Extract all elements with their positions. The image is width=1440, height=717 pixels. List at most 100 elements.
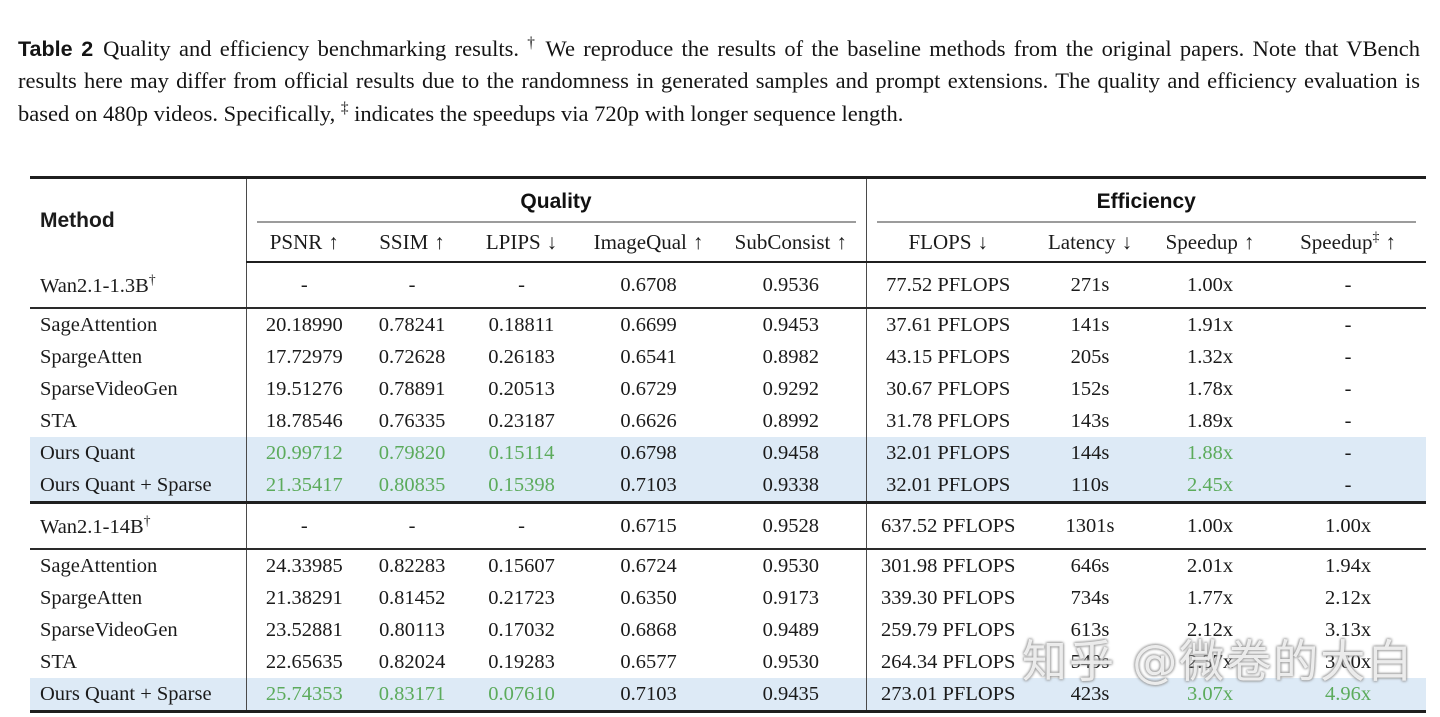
value-cell: 0.23187: [488, 409, 555, 432]
value-cell: 32.01 PFLOPS: [865, 469, 1030, 504]
method-cell: SpargeAtten: [40, 586, 143, 609]
value-cell: 1.00x: [1150, 262, 1270, 309]
up-arrow-icon: ↑: [836, 230, 847, 254]
value-cell: 110s: [1030, 469, 1150, 504]
value-cell: 1.94x: [1324, 554, 1372, 577]
method-cell: Ours Quant + Sparse: [30, 469, 246, 504]
value-cell: 0.82024: [378, 650, 446, 673]
table-row-base-model: Wan2.1-1.3B† - - - 0.6708 0.9536 77.52 P…: [30, 262, 1427, 309]
method-cell: SparseVideoGen: [40, 618, 178, 641]
value-cell: -: [1270, 469, 1427, 504]
value-cell: 143s: [1070, 409, 1110, 432]
method-cell: SageAttention: [40, 554, 158, 577]
value-cell: 19.51276: [245, 373, 362, 405]
table-row-base-model: Wan2.1-14B† - - - 0.6715 0.9528 637.52 P…: [30, 502, 1427, 550]
value-cell: 21.38291: [245, 582, 362, 614]
group-header-quality: Quality: [245, 177, 866, 223]
column-header-imagequal: ImageQual ↑: [581, 223, 716, 263]
value-cell: 1.00x: [1150, 502, 1270, 550]
value-cell: 0.6541: [620, 345, 677, 368]
table-row-ours-highlighted: Ours Quant 20.99712 0.79820 0.15114 0.67…: [30, 437, 1427, 469]
value-cell: 0.9536: [716, 262, 866, 309]
value-cell: 0.6626: [620, 409, 677, 432]
group-header-efficiency: Efficiency: [865, 177, 1427, 223]
value-cell: 0.20513: [488, 377, 555, 400]
caption-text-part1: Quality and efficiency benchmarking resu…: [103, 35, 519, 61]
method-cell: Wan2.1-14B†: [30, 502, 246, 550]
value-cell: 0.76335: [378, 409, 446, 432]
value-cell: 1.88x: [1150, 437, 1270, 469]
value-cell: 0.15114: [462, 437, 581, 469]
value-cell: 1301s: [1030, 502, 1150, 550]
value-cell: 4.96x: [1270, 678, 1427, 712]
value-cell: 152s: [1070, 377, 1110, 400]
value-cell: 1.89x: [1186, 409, 1234, 432]
table-row: SparseVideoGen 19.51276 0.78891 0.20513 …: [30, 373, 1426, 405]
down-arrow-icon: ↓: [977, 230, 989, 254]
value-cell: -: [362, 262, 462, 309]
method-cell: STA: [40, 650, 78, 673]
value-cell: 24.33985: [245, 549, 362, 582]
value-cell: 2.37x: [1186, 650, 1234, 673]
value-cell: 0.21723: [488, 586, 555, 609]
value-cell: 22.65635: [245, 646, 362, 678]
value-cell: 0.07610: [462, 678, 581, 712]
value-cell: 0.8982: [762, 345, 819, 368]
value-cell: 0.9489: [762, 618, 819, 641]
efficiency-group-rule: [876, 221, 1417, 223]
column-header-speedup-720p: Speedup‡ ↑: [1270, 223, 1427, 263]
down-arrow-icon: ↓: [546, 230, 558, 254]
value-cell: 637.52 PFLOPS: [865, 502, 1030, 550]
value-cell: 264.34 PFLOPS: [865, 646, 1030, 678]
value-cell: 1.78x: [1186, 377, 1234, 400]
value-cell: 77.52 PFLOPS: [865, 262, 1030, 309]
column-header-latency: Latency ↓: [1030, 223, 1150, 263]
value-cell: 0.19283: [488, 650, 555, 673]
column-header-flops: FLOPS ↓: [865, 223, 1030, 263]
value-cell: 549s: [1070, 650, 1110, 673]
value-cell: 259.79 PFLOPS: [865, 614, 1030, 646]
value-cell: 0.7103: [581, 469, 716, 504]
value-cell: 25.74353: [245, 678, 362, 712]
value-cell: 0.9458: [716, 437, 866, 469]
value-cell: 2.45x: [1150, 469, 1270, 504]
value-cell: 0.6868: [620, 618, 677, 641]
column-header-lpips: LPIPS ↓: [462, 223, 581, 263]
quality-group-rule: [256, 221, 856, 223]
value-cell: -: [462, 502, 581, 550]
value-cell: 734s: [1070, 586, 1110, 609]
value-cell: 0.6715: [581, 502, 716, 550]
value-cell: 273.01 PFLOPS: [865, 678, 1030, 712]
value-cell: 0.78891: [378, 377, 446, 400]
method-cell: Ours Quant + Sparse: [30, 678, 246, 712]
value-cell: 423s: [1030, 678, 1150, 712]
value-cell: 20.18990: [245, 308, 362, 341]
value-cell: 0.7103: [581, 678, 716, 712]
value-cell: 1.91x: [1186, 313, 1234, 336]
dagger-symbol: †: [527, 34, 538, 51]
value-cell: 37.61 PFLOPS: [865, 308, 1030, 341]
value-cell: 0.83171: [362, 678, 462, 712]
value-cell: 0.81452: [378, 586, 446, 609]
value-cell: -: [1344, 409, 1352, 432]
value-cell: 0.9530: [762, 650, 819, 673]
value-cell: -: [462, 262, 581, 309]
value-cell: 0.9453: [762, 313, 819, 336]
value-cell: 3.60x: [1324, 650, 1372, 673]
value-cell: 2.12x: [1186, 618, 1234, 641]
value-cell: 0.6577: [620, 650, 677, 673]
group-header-efficiency-label: Efficiency: [1096, 190, 1196, 213]
column-header-ssim: SSIM ↑: [362, 223, 462, 263]
value-cell: 0.9338: [716, 469, 866, 504]
up-arrow-icon: ↑: [434, 230, 445, 254]
value-cell: 43.15 PFLOPS: [865, 341, 1030, 373]
caption-text-part3: indicates the speedups via 720p with lon…: [354, 101, 904, 127]
value-cell: 141s: [1070, 313, 1110, 336]
method-cell: SpargeAtten: [40, 345, 143, 368]
column-header-method: Method: [40, 208, 115, 232]
table-row: SageAttention 20.18990 0.78241 0.18811 0…: [30, 308, 1426, 341]
value-cell: 21.35417: [245, 469, 362, 504]
value-cell: 30.67 PFLOPS: [865, 373, 1030, 405]
value-cell: 20.99712: [245, 437, 362, 469]
